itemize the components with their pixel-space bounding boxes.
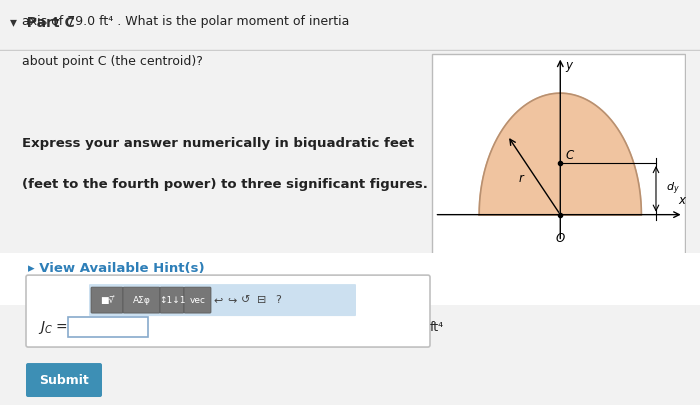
Text: ■√̅: ■√̅ [100,296,114,305]
FancyBboxPatch shape [26,275,430,347]
Text: ?: ? [275,295,281,305]
FancyBboxPatch shape [123,287,160,313]
Text: ⊟: ⊟ [258,295,267,305]
Text: AΣφ: AΣφ [132,296,150,305]
Text: Submit: Submit [39,373,89,386]
FancyBboxPatch shape [184,287,211,313]
FancyBboxPatch shape [26,363,102,397]
Bar [0,253,700,305]
Text: ↕1↓1: ↕1↓1 [159,296,186,305]
Text: ▸ View Available Hint(s): ▸ View Available Hint(s) [28,262,204,275]
Text: C: C [566,149,574,162]
Text: vec: vec [190,296,206,305]
FancyBboxPatch shape [432,54,685,255]
Text: $\mathit{J}_C$ =: $\mathit{J}_C$ = [38,319,68,336]
FancyBboxPatch shape [89,284,356,316]
Text: Express your answer numerically in biquadratic feet: Express your answer numerically in biqua… [22,137,414,150]
Text: ft⁴: ft⁴ [430,321,444,334]
Text: (feet to the fourth power) to three significant figures.: (feet to the fourth power) to three sign… [22,178,428,191]
Text: about point C (the centroid)?: about point C (the centroid)? [22,55,203,68]
Text: $d_y$: $d_y$ [666,181,680,197]
Text: ↩: ↩ [214,295,223,305]
Text: ↺: ↺ [241,295,251,305]
FancyBboxPatch shape [68,317,148,337]
Text: x: x [678,194,685,207]
Text: r: r [519,172,524,185]
Text: axis of 79.0 ft⁴ . What is the polar moment of inertia: axis of 79.0 ft⁴ . What is the polar mom… [22,15,349,28]
FancyBboxPatch shape [160,287,184,313]
FancyBboxPatch shape [91,287,123,313]
Text: ▾  Part C: ▾ Part C [10,16,76,30]
Text: ↪: ↪ [228,295,237,305]
Text: y: y [565,59,572,72]
Text: O: O [556,232,565,245]
Polygon shape [480,93,641,215]
